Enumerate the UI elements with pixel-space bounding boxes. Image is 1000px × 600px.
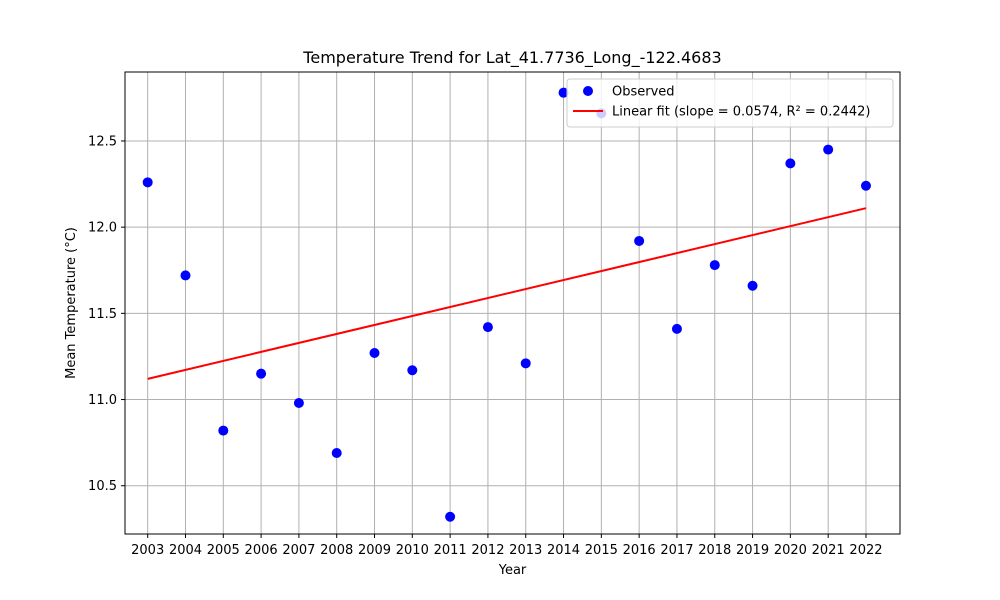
- y-tick-label: 11.0: [88, 393, 117, 408]
- data-point: [445, 511, 456, 522]
- legend: Observed Linear fit (slope = 0.0574, R² …: [566, 78, 894, 128]
- data-point: [634, 235, 645, 246]
- x-tick-label: 2015: [585, 543, 618, 558]
- axes-frame: [124, 71, 901, 535]
- data-point: [256, 368, 267, 379]
- x-axis-ticks: 2003 2004 2005 2006 2007 2008 2009 2010 2011 2012…: [131, 534, 883, 558]
- legend-marker-observed: [583, 86, 593, 96]
- x-tick-label: 2019: [736, 543, 769, 558]
- x-tick-label: 2007: [282, 543, 315, 558]
- legend-box: [566, 78, 894, 128]
- x-tick-label: 2022: [849, 543, 882, 558]
- x-tick-label: 2017: [660, 543, 693, 558]
- y-tick-label: 11.5: [88, 307, 117, 322]
- x-tick-label: 2010: [396, 543, 429, 558]
- legend-label-observed: Observed: [612, 85, 675, 100]
- data-point: [331, 447, 342, 458]
- data-point: [369, 347, 380, 358]
- legend-label-linear-fit: Linear fit (slope = 0.0574, R² = 0.2442): [612, 105, 870, 120]
- data-point: [142, 177, 153, 188]
- data-point: [747, 280, 758, 291]
- plot-series: [142, 87, 871, 522]
- x-tick-label: 2009: [358, 543, 391, 558]
- grid-lines: [125, 72, 900, 534]
- y-axis-ticks: 10.5 11.0 11.5 12.0 12.5: [88, 134, 125, 494]
- chart-title: Temperature Trend for Lat_41.7736_Long_-…: [302, 48, 721, 68]
- y-tick-label: 12.5: [88, 134, 117, 149]
- x-tick-label: 2020: [774, 543, 807, 558]
- data-point: [558, 87, 569, 98]
- data-point: [293, 397, 304, 408]
- data-point: [520, 358, 531, 369]
- x-tick-label: 2014: [547, 543, 580, 558]
- x-tick-label: 2018: [698, 543, 731, 558]
- y-tick-label: 10.5: [88, 479, 117, 494]
- data-point: [482, 322, 493, 333]
- x-tick-label: 2004: [169, 543, 202, 558]
- x-tick-label: 2003: [131, 543, 164, 558]
- data-point: [407, 365, 418, 376]
- data-point: [860, 180, 871, 191]
- x-axis-label: Year: [498, 563, 527, 578]
- data-point: [785, 158, 796, 169]
- y-axis-label: Mean Temperature (°C): [64, 227, 79, 379]
- data-point: [180, 270, 191, 281]
- x-tick-label: 2016: [623, 543, 656, 558]
- linear-fit-line: [147, 207, 867, 380]
- x-tick-label: 2011: [434, 543, 467, 558]
- data-point: [823, 144, 834, 155]
- data-point: [671, 323, 682, 334]
- x-tick-label: 2021: [812, 543, 845, 558]
- x-tick-label: 2005: [207, 543, 240, 558]
- y-tick-label: 12.0: [88, 221, 117, 236]
- x-tick-label: 2008: [320, 543, 353, 558]
- data-point: [709, 260, 720, 271]
- data-point: [218, 425, 229, 436]
- x-tick-label: 2006: [245, 543, 278, 558]
- x-tick-label: 2012: [471, 543, 504, 558]
- x-tick-label: 2013: [509, 543, 542, 558]
